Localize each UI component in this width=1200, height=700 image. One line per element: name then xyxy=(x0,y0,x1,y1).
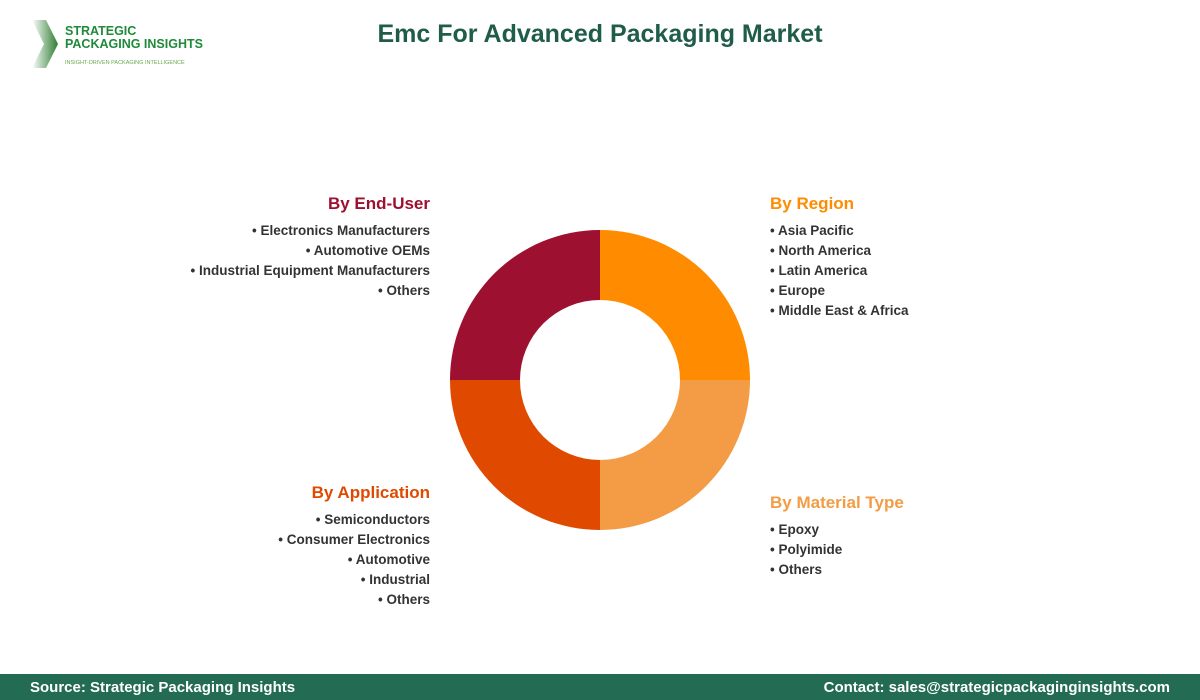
donut-slice-application xyxy=(450,380,600,530)
list-item: • Others xyxy=(378,592,430,607)
segment-application: By Application • Semiconductors • Consum… xyxy=(278,483,430,610)
segment-material: By Material Type • Epoxy • Polyimide • O… xyxy=(770,493,904,580)
list-item: • Consumer Electronics xyxy=(278,532,430,547)
segment-title: By End-User xyxy=(327,194,430,213)
list-item: • Epoxy xyxy=(770,522,819,537)
donut-slice-region xyxy=(600,230,750,380)
list-item: • Others xyxy=(378,283,430,298)
segment-title: By Material Type xyxy=(770,493,904,512)
list-item: • Europe xyxy=(770,283,825,298)
page-title: Emc For Advanced Packaging Market xyxy=(377,20,823,48)
list-item: • Electronics Manufacturers xyxy=(251,223,430,238)
list-item: • Automotive OEMs xyxy=(305,243,430,258)
segment-title: By Application xyxy=(311,483,430,502)
logo: STRATEGIC PACKAGING INSIGHTS INSIGHT-DRIV… xyxy=(30,18,203,73)
footer-contact[interactable]: Contact: sales@strategicpackaginginsight… xyxy=(823,679,1170,696)
list-item: • Latin America xyxy=(770,263,868,278)
footer: Source: Strategic Packaging Insights Con… xyxy=(0,674,1200,700)
segment-title: By Region xyxy=(770,194,855,213)
list-item: • Industrial Equipment Manufacturers xyxy=(190,263,430,278)
list-item: • Industrial xyxy=(360,572,430,587)
list-item: • Middle East & Africa xyxy=(770,303,909,318)
logo-text: STRATEGIC PACKAGING INSIGHTS xyxy=(65,24,203,51)
footer-source: Source: Strategic Packaging Insights xyxy=(30,679,296,696)
logo-chevron-icon xyxy=(32,20,58,68)
segment-region: By Region • Asia Pacific • North America… xyxy=(770,194,909,321)
list-item: • Polyimide xyxy=(770,542,843,557)
segment-end-user: By End-User • Electronics Manufacturers … xyxy=(190,194,430,301)
list-item: • Semiconductors xyxy=(315,512,430,527)
donut-slice-material xyxy=(600,380,750,530)
donut-slice-end-user xyxy=(450,230,600,380)
logo-tagline: INSIGHT-DRIVEN PACKAGING INTELLIGENCE xyxy=(65,60,185,66)
list-item: • Automotive xyxy=(347,552,430,567)
list-item: • Others xyxy=(770,562,822,577)
list-item: • North America xyxy=(770,243,872,258)
list-item: • Asia Pacific xyxy=(770,223,854,238)
